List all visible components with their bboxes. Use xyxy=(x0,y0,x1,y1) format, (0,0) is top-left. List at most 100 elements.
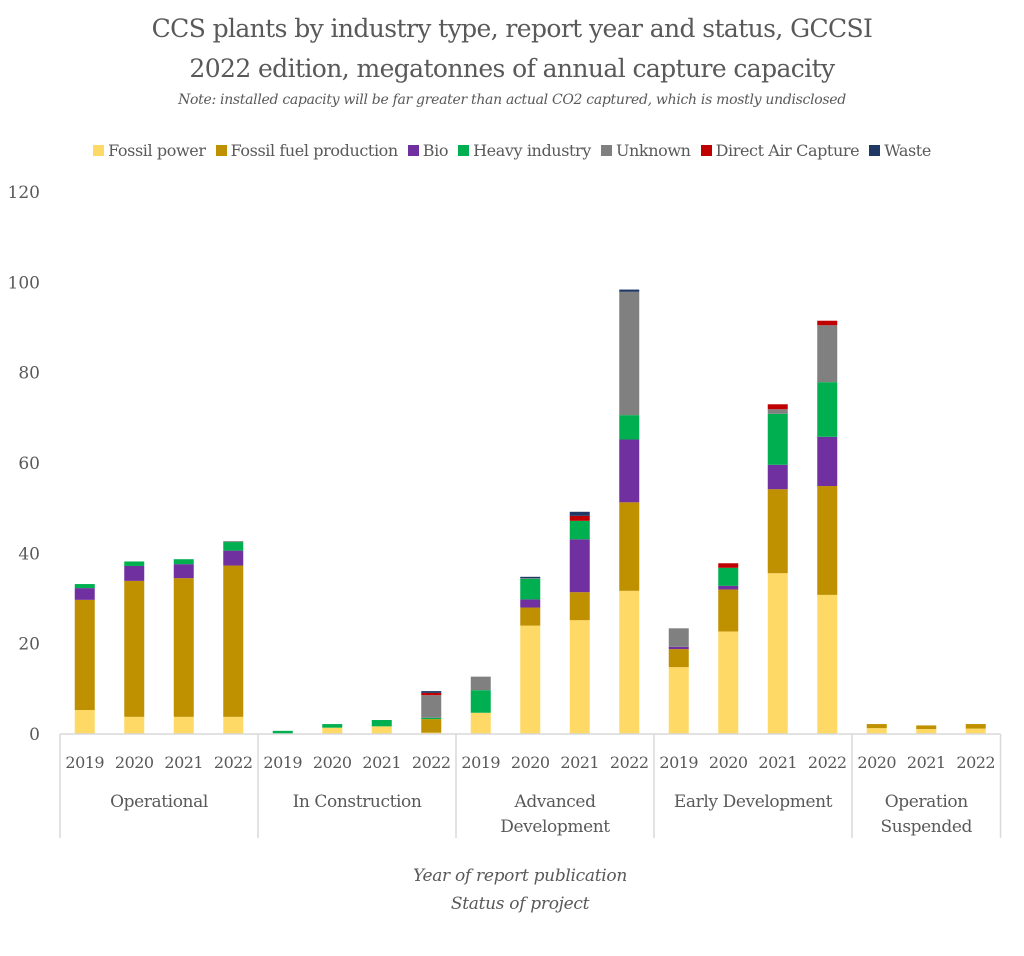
bar-segment-direct-air-capture xyxy=(421,692,442,696)
bar-segment-waste xyxy=(569,511,590,516)
legend-label: Heavy industry xyxy=(473,141,591,160)
legend-swatch-direct-air-capture xyxy=(700,145,712,156)
group-label-operation-suspended: Operation xyxy=(885,792,968,812)
bar-segment-direct-air-capture xyxy=(767,404,788,410)
x-tick-label-year: 2020 xyxy=(115,753,154,772)
bar-segment-heavy-industry xyxy=(817,382,838,437)
legend-swatch-unknown xyxy=(600,145,612,156)
chart-subtitle: Note: installed capacity will be far gre… xyxy=(178,92,846,108)
x-tick-label-year: 2021 xyxy=(560,753,599,772)
bar-segment-bio xyxy=(124,565,145,581)
bar-segment-unknown xyxy=(668,628,689,647)
x-tick-label-year: 2020 xyxy=(709,753,748,772)
bar-segment-bio xyxy=(668,646,689,650)
bar-segment-unknown xyxy=(421,695,442,718)
bar-segment-heavy-industry xyxy=(223,542,244,551)
legend-item-direct-air-capture: Direct Air Capture xyxy=(700,141,860,160)
bar-segment-heavy-industry xyxy=(371,719,392,727)
x-tick-label-year: 2022 xyxy=(610,753,649,772)
bar-segment-heavy-industry xyxy=(124,561,145,566)
group-label-operation-suspended: Suspended xyxy=(881,817,973,837)
bar-segment-waste xyxy=(421,691,442,693)
x-tick-label-year: 2022 xyxy=(214,753,253,772)
bar-segment-fossil-fuel-production xyxy=(965,724,986,729)
bar-segment-fossil-fuel-production xyxy=(668,649,689,668)
bar-segment-bio xyxy=(74,588,95,600)
bar-segment-unknown xyxy=(223,541,244,543)
group-label-early-development: Early Development xyxy=(674,792,833,812)
bar-segment-unknown xyxy=(619,291,640,416)
x-tick-label-year: 2021 xyxy=(362,753,401,772)
bar-segment-fossil-fuel-production xyxy=(817,486,838,595)
bar-segment-unknown xyxy=(470,676,491,691)
bar-segment-heavy-industry xyxy=(718,567,739,586)
legend-item-bio: Bio xyxy=(407,141,449,160)
bar-segment-fossil-fuel-production xyxy=(916,725,937,730)
legend-item-fossil-fuel-production: Fossil fuel production xyxy=(215,141,399,160)
y-tick-label: 0 xyxy=(29,725,40,745)
bar-segment-bio xyxy=(767,464,788,490)
bar-segment-fossil-power xyxy=(322,727,343,734)
chart-title-line-1: CCS plants by industry type, report year… xyxy=(151,14,873,43)
group-label-advanced-development: Development xyxy=(500,817,610,837)
x-tick-label-year: 2022 xyxy=(808,753,847,772)
legend-item-unknown: Unknown xyxy=(600,141,691,160)
bar-segment-fossil-fuel-production xyxy=(74,599,95,711)
legend-swatch-bio xyxy=(407,145,419,156)
bar-segment-fossil-fuel-production xyxy=(718,589,739,632)
bar-segment-fossil-power xyxy=(124,716,145,734)
bar-segment-fossil-fuel-production xyxy=(866,724,887,729)
bar-segment-bio xyxy=(223,550,244,566)
x-tick-label-year: 2022 xyxy=(412,753,451,772)
x-tick-label-year: 2019 xyxy=(65,753,104,772)
bar-segment-unknown xyxy=(767,409,788,414)
legend-label: Bio xyxy=(422,141,449,160)
x-tick-label-year: 2019 xyxy=(659,753,698,772)
legend-label: Direct Air Capture xyxy=(715,141,860,160)
bar-segment-fossil-fuel-production xyxy=(569,592,590,621)
bar-segment-waste xyxy=(619,289,640,292)
bar-segment-bio xyxy=(173,564,194,579)
legend-label: Unknown xyxy=(615,141,691,160)
x-tick-label-year: 2019 xyxy=(461,753,500,772)
bar-segment-fossil-power xyxy=(569,620,590,734)
legend-label: Fossil fuel production xyxy=(230,141,399,160)
bar-segment-bio xyxy=(569,539,590,593)
x-tick-label-year: 2019 xyxy=(263,753,302,772)
bar-segment-fossil-fuel-production xyxy=(173,578,194,717)
x-tick-label-year: 2022 xyxy=(956,753,995,772)
bar-segment-unknown xyxy=(817,325,838,383)
bar-segment-fossil-power xyxy=(767,573,788,734)
bar-segment-fossil-fuel-production xyxy=(421,719,442,733)
bar-segment-heavy-industry xyxy=(520,578,541,600)
x-tick-label-year: 2020 xyxy=(511,753,550,772)
bar-segment-fossil-fuel-production xyxy=(619,502,640,591)
group-label-advanced-development: Advanced xyxy=(513,792,596,812)
legend-swatch-fossil-power xyxy=(93,145,105,156)
bar-segment-fossil-power xyxy=(718,631,739,734)
bar-segment-fossil-power xyxy=(619,590,640,734)
bar-segment-direct-air-capture xyxy=(569,515,590,521)
legend-swatch-waste xyxy=(869,145,881,156)
x-tick-label-year: 2020 xyxy=(313,753,352,772)
bar-segment-fossil-fuel-production xyxy=(124,580,145,717)
legend: Fossil power Fossil fuel production Bio Hea… xyxy=(0,141,1024,160)
x-tick-label-year: 2020 xyxy=(857,753,896,772)
bar-segment-waste xyxy=(520,576,541,579)
bar-segment-heavy-industry xyxy=(619,415,640,440)
bar-segment-heavy-industry xyxy=(322,724,343,728)
bar-segment-fossil-power xyxy=(965,728,986,734)
bar-segment-fossil-fuel-production xyxy=(520,607,541,626)
y-tick-label: 60 xyxy=(18,454,40,474)
y-tick-label: 80 xyxy=(18,364,40,384)
legend-swatch-fossil-fuel-production xyxy=(215,145,227,156)
bar-segment-fossil-fuel-production xyxy=(223,565,244,717)
x-tick-label-year: 2021 xyxy=(164,753,203,772)
bar-segment-unknown xyxy=(520,578,541,579)
chart-title-line-2: 2022 edition, megatonnes of annual captu… xyxy=(189,54,835,83)
bar-segment-bio xyxy=(718,585,739,590)
group-label-in-construction: In Construction xyxy=(293,792,422,812)
bar-segment-fossil-power xyxy=(74,710,95,734)
bar-segment-fossil-power xyxy=(223,716,244,734)
bar-segment-bio xyxy=(619,439,640,503)
